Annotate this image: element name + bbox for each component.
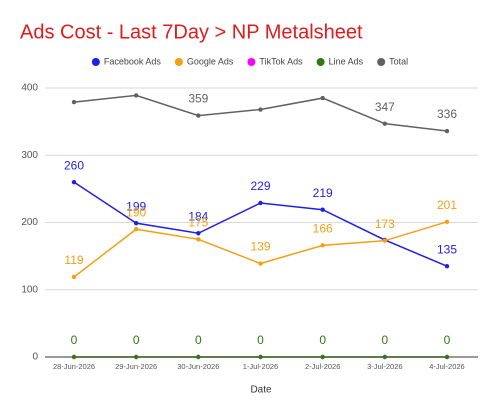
data-point xyxy=(320,95,325,101)
data-label: 336 xyxy=(437,107,457,121)
data-point xyxy=(258,354,263,360)
data-point xyxy=(196,231,201,236)
x-tick-label: 4-Jul-2026 xyxy=(429,362,464,371)
data-label: 0 xyxy=(71,333,78,347)
legend-label: TikTok Ads xyxy=(259,56,303,66)
x-axis-title: Date xyxy=(250,385,272,396)
legend: Facebook Ads Google Ads TikTok Ads Line Ads… xyxy=(91,56,408,66)
data-point xyxy=(258,261,263,266)
data-label: 0 xyxy=(133,333,140,347)
data-label: 359 xyxy=(188,92,208,106)
data-label: 229 xyxy=(250,179,270,193)
y-tick-label: 100 xyxy=(21,284,38,295)
data-label: 201 xyxy=(437,198,457,212)
data-point xyxy=(444,128,450,134)
data-label: 260 xyxy=(64,158,84,172)
x-tick-label: 28-Jun-2026 xyxy=(53,362,95,371)
data-point xyxy=(444,219,450,225)
data-point xyxy=(196,113,201,118)
data-point xyxy=(382,238,388,243)
legend-marker xyxy=(377,58,386,66)
x-tick-label: 2-Jul-2026 xyxy=(305,362,340,371)
data-point xyxy=(258,200,263,206)
legend-label: Line Ads xyxy=(329,56,364,66)
data-label: 139 xyxy=(250,240,270,254)
data-point xyxy=(320,207,325,212)
data-point xyxy=(444,354,450,360)
legend-marker xyxy=(91,58,100,66)
data-point xyxy=(133,220,139,226)
y-tick-label: 400 xyxy=(21,83,38,94)
data-label: 173 xyxy=(375,217,395,231)
data-label: 0 xyxy=(444,333,451,347)
data-label: 119 xyxy=(64,253,83,267)
data-label: 0 xyxy=(257,333,264,347)
data-label: 184 xyxy=(188,209,208,223)
data-point xyxy=(258,107,263,112)
data-label: 135 xyxy=(437,242,457,256)
data-point xyxy=(320,243,325,248)
data-label: 166 xyxy=(313,222,333,236)
legend-marker xyxy=(316,58,325,66)
data-label: 0 xyxy=(381,333,388,347)
legend-label: Facebook Ads xyxy=(104,56,162,66)
data-label: 190 xyxy=(126,205,146,219)
data-point xyxy=(133,93,139,98)
data-point xyxy=(133,227,139,232)
data-point xyxy=(71,99,77,105)
legend-marker xyxy=(247,58,256,66)
data-point xyxy=(320,354,325,360)
legend-label: Total xyxy=(389,56,408,66)
y-tick-label: 300 xyxy=(21,150,38,161)
data-point xyxy=(71,179,77,185)
x-tick-label: 1-Jul-2026 xyxy=(243,362,278,371)
x-tick-label: 29-Jun-2026 xyxy=(115,362,157,371)
y-tick-label: 0 xyxy=(32,352,38,363)
data-point xyxy=(382,354,388,360)
data-label: 175 xyxy=(188,215,208,229)
data-point xyxy=(444,264,450,269)
data-label: 0 xyxy=(319,333,326,347)
chart-title: Ads Cost - Last 7Day > NP Metalsheet xyxy=(20,21,363,43)
x-tick-label: 30-Jun-2026 xyxy=(177,362,219,371)
data-point xyxy=(133,354,139,360)
legend-marker xyxy=(174,58,183,66)
data-point xyxy=(196,354,201,360)
y-tick-label: 200 xyxy=(21,217,38,228)
data-point xyxy=(196,237,201,242)
data-label: 219 xyxy=(313,186,333,200)
data-point xyxy=(71,274,77,280)
data-label: 199 xyxy=(126,199,146,213)
data-point xyxy=(382,121,388,126)
data-label: 347 xyxy=(375,100,395,114)
data-point xyxy=(71,354,77,360)
data-label: 0 xyxy=(195,333,202,347)
x-tick-label: 3-Jul-2026 xyxy=(367,362,402,371)
legend-label: Google Ads xyxy=(187,56,234,66)
